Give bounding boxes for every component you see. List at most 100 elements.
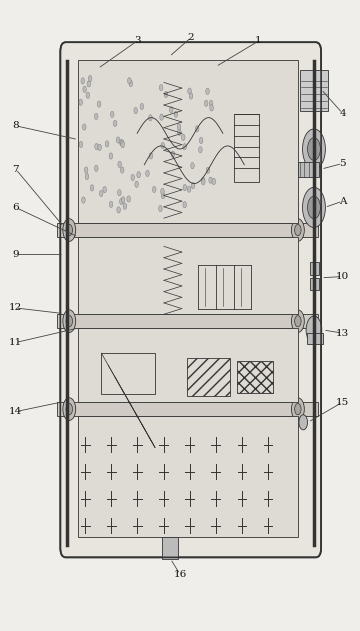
Circle shape [191, 163, 194, 169]
Circle shape [295, 225, 301, 236]
Circle shape [195, 126, 199, 132]
Text: 6: 6 [12, 203, 19, 212]
Text: A: A [339, 197, 346, 206]
Bar [162, 536, 178, 558]
Circle shape [177, 129, 181, 136]
Circle shape [97, 101, 101, 107]
Text: 2: 2 [188, 33, 194, 42]
Circle shape [171, 151, 175, 157]
Circle shape [113, 121, 117, 127]
Circle shape [292, 310, 304, 333]
Circle shape [159, 206, 162, 212]
Circle shape [116, 137, 120, 143]
Circle shape [123, 203, 127, 209]
Circle shape [292, 398, 304, 420]
Circle shape [177, 124, 181, 130]
Circle shape [306, 316, 322, 344]
Circle shape [79, 141, 83, 148]
Circle shape [209, 100, 213, 107]
Circle shape [63, 310, 76, 333]
Bar [310, 278, 319, 290]
Circle shape [82, 197, 85, 203]
Circle shape [127, 196, 130, 202]
Circle shape [109, 153, 113, 159]
Circle shape [183, 144, 186, 150]
Circle shape [129, 80, 132, 86]
Circle shape [302, 129, 325, 169]
Circle shape [188, 88, 192, 94]
Circle shape [204, 100, 208, 107]
Text: 16: 16 [174, 570, 186, 579]
Circle shape [135, 181, 139, 187]
Circle shape [111, 111, 114, 117]
Circle shape [94, 114, 98, 119]
Bar [234, 114, 258, 182]
Circle shape [307, 138, 320, 160]
Circle shape [66, 225, 72, 236]
Circle shape [189, 93, 193, 99]
Circle shape [210, 105, 213, 111]
Text: 12: 12 [9, 304, 22, 312]
Circle shape [131, 174, 135, 180]
Circle shape [98, 144, 102, 150]
Bar [78, 61, 298, 223]
Circle shape [161, 192, 165, 199]
Circle shape [121, 141, 125, 148]
Text: 10: 10 [336, 272, 349, 281]
Circle shape [82, 124, 86, 130]
Circle shape [212, 179, 216, 185]
Circle shape [83, 86, 86, 93]
Circle shape [95, 143, 98, 150]
Circle shape [152, 186, 156, 192]
Circle shape [86, 92, 90, 98]
Circle shape [81, 78, 85, 84]
Circle shape [90, 185, 94, 191]
Circle shape [66, 316, 72, 327]
Circle shape [302, 187, 325, 228]
Bar [78, 237, 298, 314]
Text: 4: 4 [339, 109, 346, 118]
Circle shape [94, 165, 98, 172]
Circle shape [149, 115, 152, 121]
Circle shape [118, 161, 121, 167]
Circle shape [161, 188, 164, 194]
Circle shape [85, 174, 89, 180]
Text: 1: 1 [255, 37, 262, 45]
Circle shape [164, 91, 168, 98]
Circle shape [160, 114, 163, 121]
Circle shape [199, 138, 203, 144]
Bar [298, 162, 319, 177]
Circle shape [99, 191, 103, 197]
Bar [300, 71, 328, 111]
Circle shape [120, 198, 123, 204]
Circle shape [174, 111, 178, 117]
Circle shape [170, 107, 173, 113]
Circle shape [140, 103, 144, 110]
Circle shape [109, 201, 113, 208]
Circle shape [159, 85, 163, 91]
Text: 11: 11 [9, 338, 22, 347]
Circle shape [206, 88, 209, 95]
Circle shape [146, 170, 149, 177]
Circle shape [117, 189, 121, 196]
Circle shape [199, 146, 202, 153]
Circle shape [161, 143, 165, 149]
Circle shape [299, 415, 307, 430]
Circle shape [183, 184, 186, 191]
Circle shape [201, 177, 205, 184]
Bar [237, 361, 273, 393]
Bar [78, 328, 298, 402]
Circle shape [183, 202, 186, 208]
Circle shape [191, 182, 195, 189]
Circle shape [88, 76, 92, 82]
Bar [57, 402, 318, 416]
Bar [307, 333, 323, 345]
Text: 9: 9 [12, 250, 19, 259]
Circle shape [121, 140, 124, 146]
Circle shape [79, 99, 82, 105]
Circle shape [295, 316, 301, 327]
Circle shape [84, 167, 88, 173]
FancyBboxPatch shape [60, 42, 321, 557]
Circle shape [103, 187, 107, 193]
Circle shape [127, 78, 131, 84]
